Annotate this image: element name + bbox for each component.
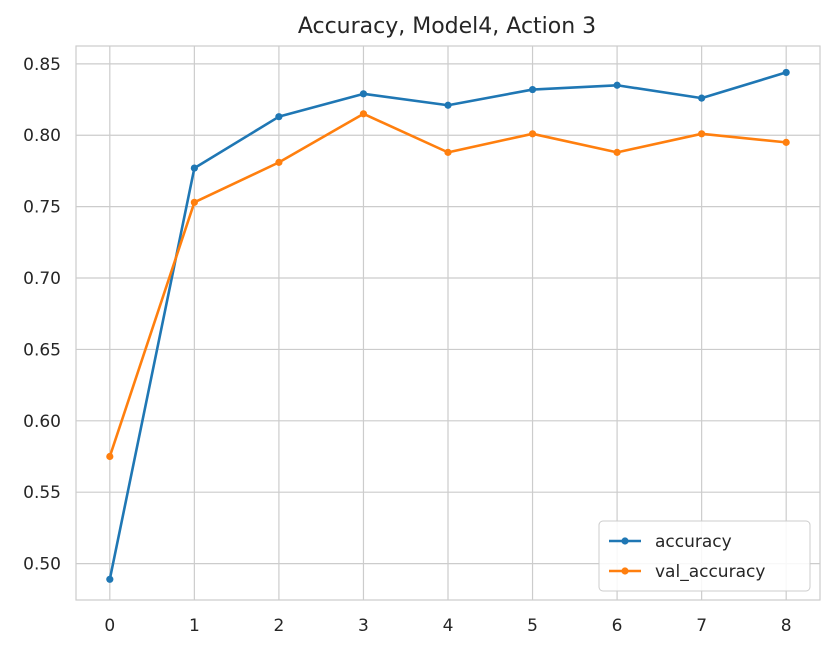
data-point-val_accuracy (190, 198, 198, 206)
y-tick-label: 0.85 (23, 55, 61, 75)
data-point-accuracy (698, 94, 706, 102)
data-point-accuracy (106, 575, 114, 583)
data-point-val_accuracy (106, 452, 114, 461)
plot-area (75, 45, 821, 601)
y-tick-label: 0.50 (23, 555, 61, 575)
legend-marker-accuracy (621, 537, 629, 545)
legend-box (598, 520, 811, 592)
x-tick-label: 6 (612, 616, 623, 636)
y-tick-label: 0.80 (23, 126, 61, 146)
data-point-val_accuracy (359, 110, 368, 118)
grid (76, 46, 820, 600)
data-point-accuracy (359, 90, 368, 98)
data-point-accuracy (613, 81, 621, 89)
data-point-val_accuracy (275, 158, 283, 166)
legend-label-val_accuracy: val_accuracy (655, 562, 765, 582)
data-point-val_accuracy (444, 148, 452, 156)
y-tick-label: 0.55 (23, 483, 61, 503)
x-tick-label: 7 (696, 616, 707, 636)
x-tick-label: 1 (189, 616, 200, 636)
data-point-accuracy (782, 68, 790, 77)
series-layer (106, 68, 790, 583)
legend: accuracy val_accuracy (598, 520, 811, 592)
y-tick-label: 0.75 (23, 198, 61, 218)
chart-title: Accuracy, Model4, Action 3 (298, 14, 596, 39)
x-tick-label: 3 (358, 616, 369, 636)
data-point-accuracy (275, 113, 283, 121)
legend-marker-val_accuracy (621, 567, 629, 575)
x-tick-label: 0 (104, 616, 115, 636)
legend-label-accuracy: accuracy (655, 532, 732, 552)
data-point-val_accuracy (613, 148, 621, 156)
data-point-accuracy (444, 101, 452, 109)
data-point-val_accuracy (782, 138, 790, 146)
y-tick-label: 0.60 (23, 412, 61, 432)
y-axis: 0.50 0.55 0.60 0.65 0.70 0.75 0.80 0.85 (23, 55, 61, 575)
x-axis: 0 1 2 3 4 5 6 7 8 (104, 616, 791, 636)
y-tick-label: 0.70 (23, 269, 61, 289)
x-tick-label: 4 (443, 616, 454, 636)
y-tick-label: 0.65 (23, 340, 61, 360)
data-point-val_accuracy (528, 130, 537, 138)
x-tick-label: 5 (527, 616, 538, 636)
x-tick-label: 2 (273, 616, 284, 636)
x-tick-label: 8 (781, 616, 792, 636)
data-point-accuracy (190, 164, 198, 172)
data-point-accuracy (528, 85, 537, 94)
data-point-val_accuracy (698, 130, 706, 138)
